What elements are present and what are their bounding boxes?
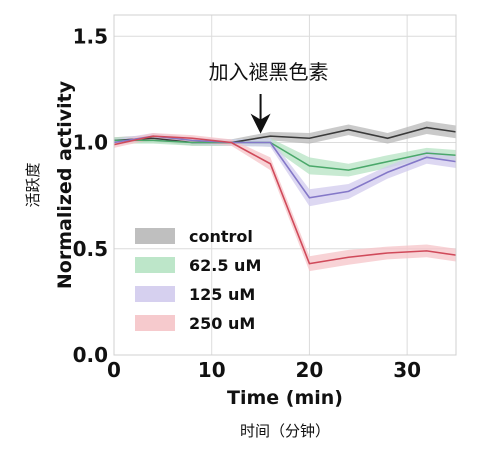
x-tick-label: 20 bbox=[296, 358, 324, 382]
tick-labels: 0 10 20 30 0.0 0.5 1.0 1.5 bbox=[73, 24, 422, 382]
legend-swatch-control bbox=[135, 228, 175, 244]
band-125-um bbox=[114, 132, 456, 207]
legend: control 62.5 uM 125 uM 250 uM bbox=[135, 227, 261, 333]
x-tick-label: 30 bbox=[393, 358, 421, 382]
series-lines bbox=[113, 126, 457, 265]
legend-label-62-5-um: 62.5 uM bbox=[189, 256, 261, 275]
x-tick-label: 0 bbox=[107, 358, 121, 382]
y-tick-label: 0.5 bbox=[73, 237, 108, 261]
y-axis-title-cn: 活跃度 bbox=[24, 162, 42, 207]
x-axis-title: Time (min) bbox=[227, 387, 343, 409]
legend-label-250-um: 250 uM bbox=[189, 314, 255, 333]
legend-swatch-62-5-um bbox=[135, 257, 175, 273]
x-axis-title-cn: 时间（分钟） bbox=[240, 422, 330, 440]
y-tick-label: 0.0 bbox=[73, 343, 108, 367]
x-tick-label: 10 bbox=[198, 358, 226, 382]
legend-swatch-125-um bbox=[135, 286, 175, 302]
y-tick-label: 1.5 bbox=[73, 24, 108, 48]
legend-swatch-250-um bbox=[135, 315, 175, 331]
series-line-125-um bbox=[113, 135, 457, 199]
annotation-text: 加入褪黑色素 bbox=[209, 60, 329, 84]
legend-label-125-um: 125 uM bbox=[189, 285, 255, 304]
band-62-5-um bbox=[114, 137, 456, 177]
series-line-250-um bbox=[113, 135, 457, 265]
series-line-control bbox=[113, 126, 457, 144]
y-tick-label: 1.0 bbox=[73, 131, 108, 155]
series-line-62-5-um bbox=[114, 139, 457, 171]
annotation: 加入褪黑色素 bbox=[209, 60, 329, 134]
plot-frame bbox=[113, 14, 457, 356]
legend-label-control: control bbox=[189, 227, 253, 246]
y-axis-title: Normalized activity bbox=[54, 80, 76, 289]
